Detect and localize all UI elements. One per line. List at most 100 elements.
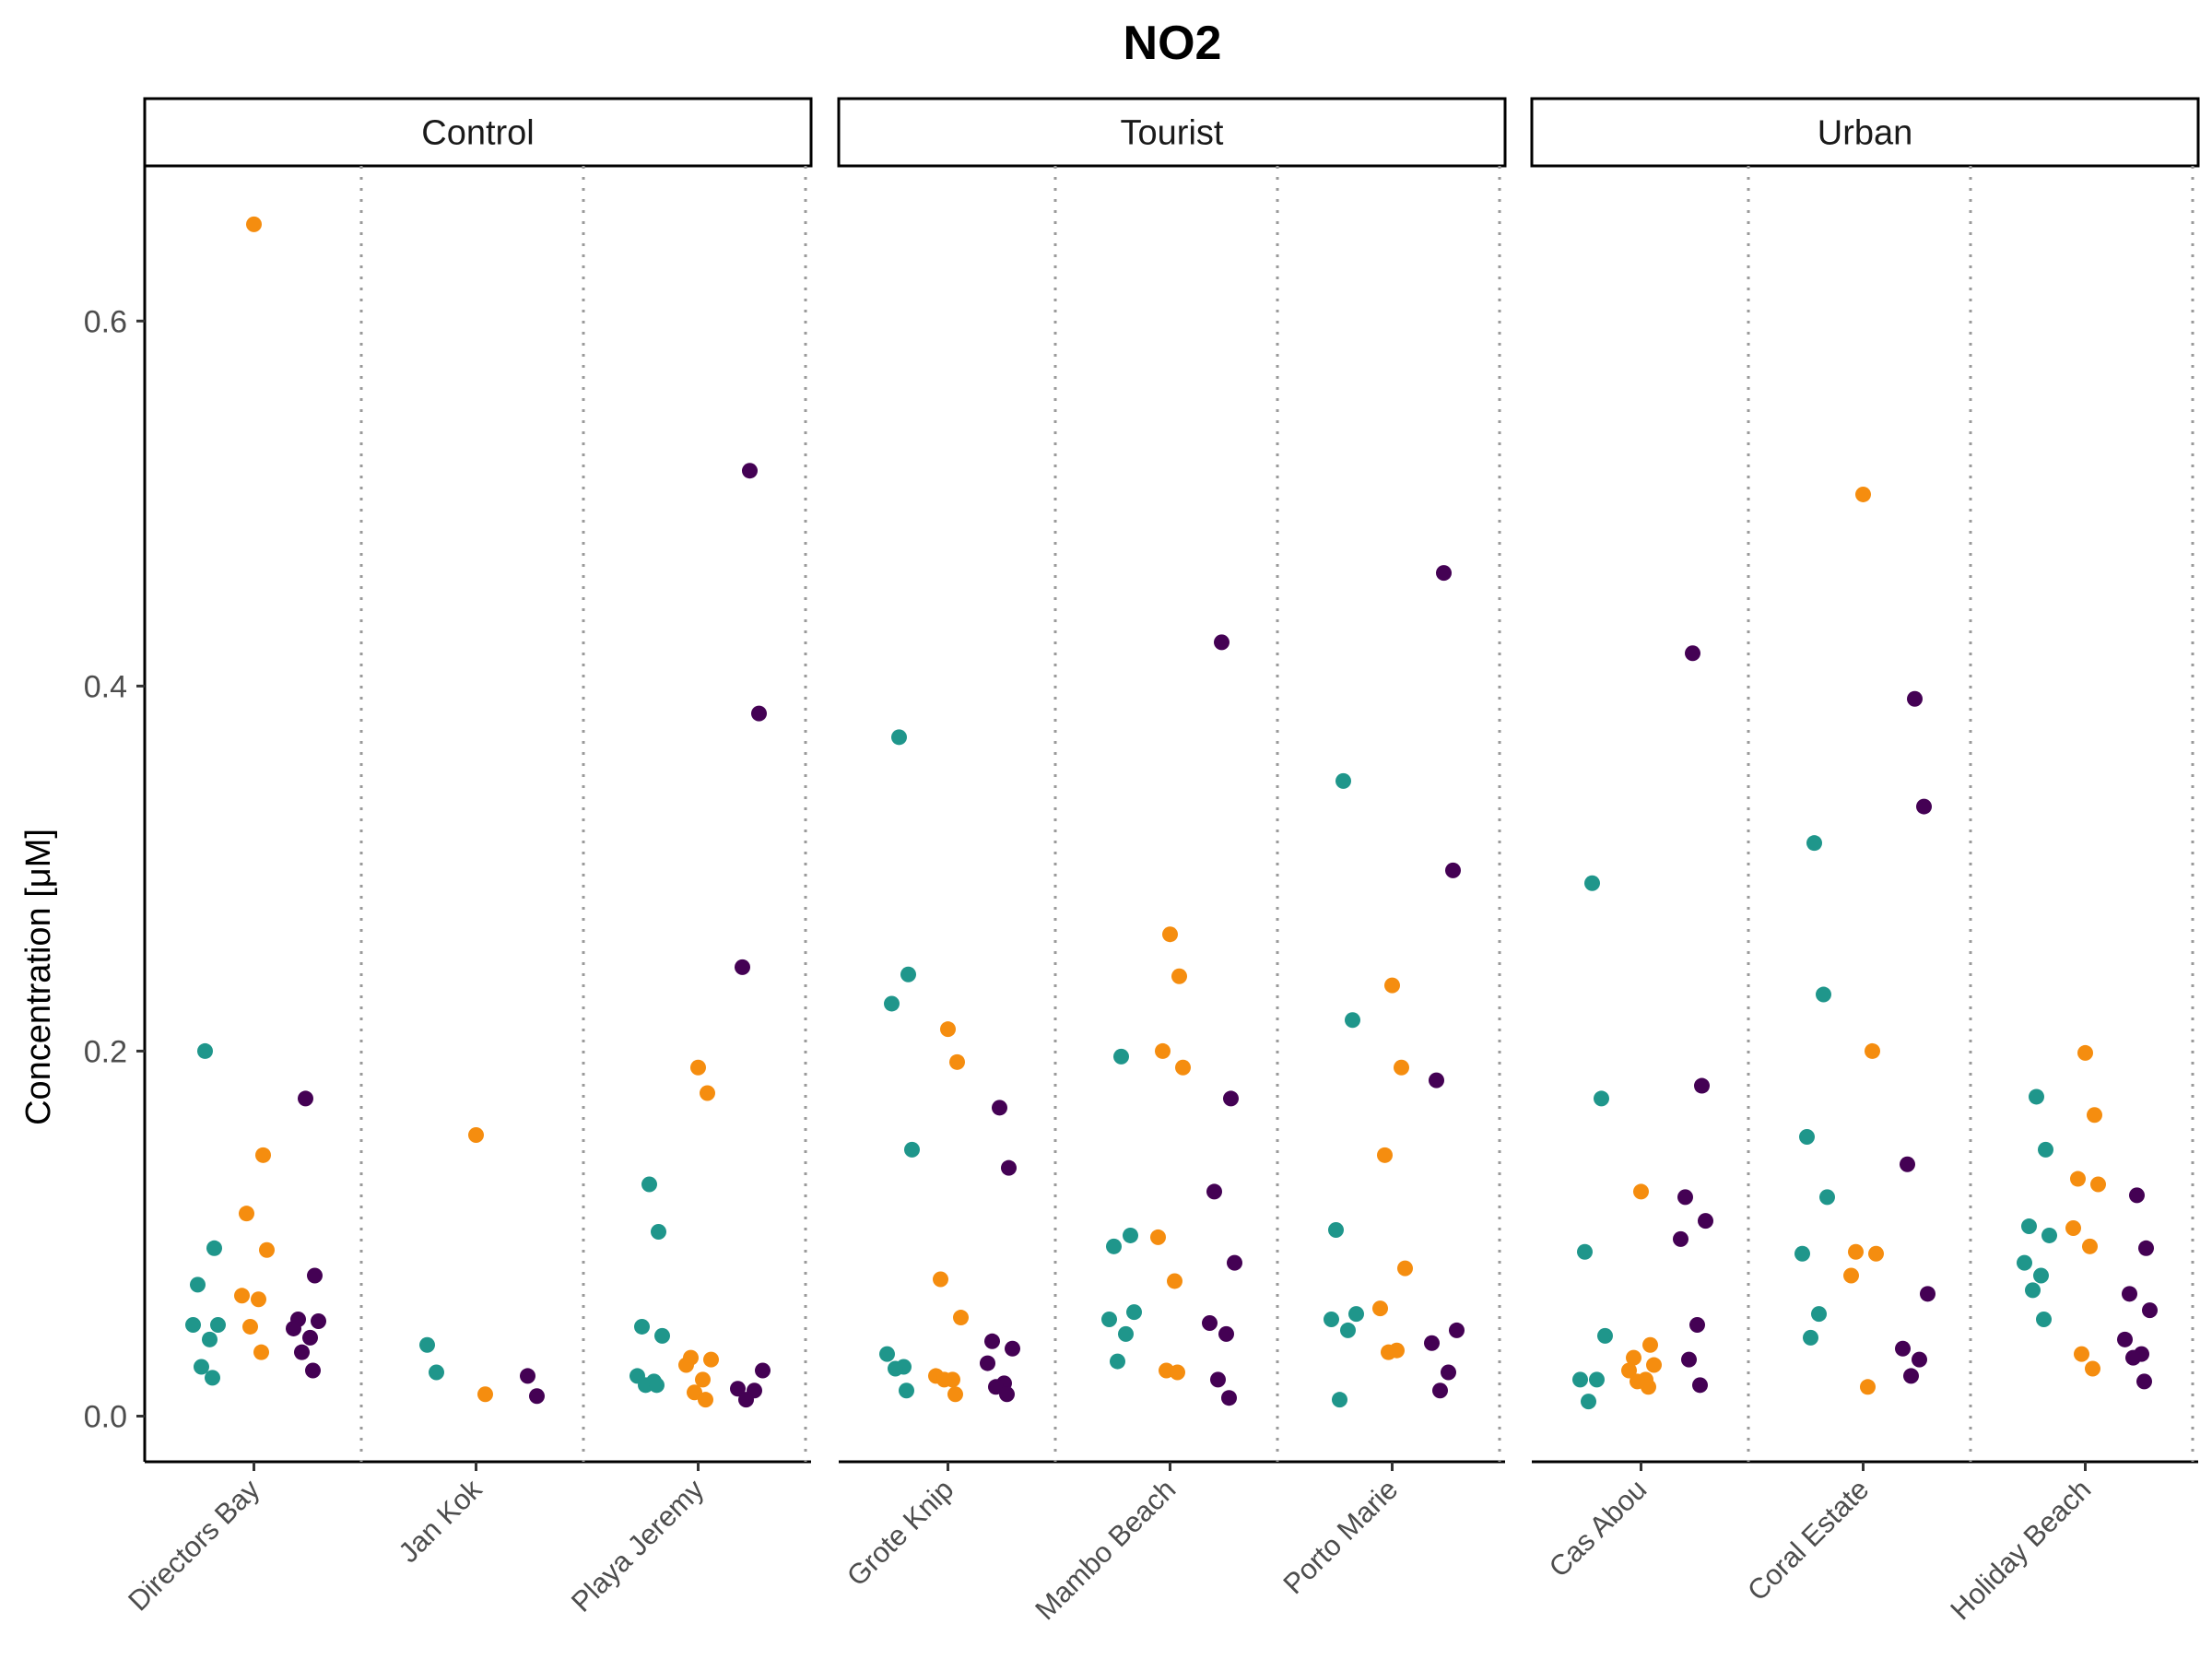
x-tick-label-holiday-beach: Holiday Beach <box>1944 1473 2097 1626</box>
data-point-porto-marie <box>1377 1147 1393 1163</box>
data-point-directors-bay <box>197 1042 213 1059</box>
data-point-porto-marie <box>1445 862 1461 878</box>
data-point-mambo-beach <box>1123 1227 1138 1243</box>
facet-label-control: Control <box>421 114 535 153</box>
x-tick-label-jan-kok: Jan Kok <box>392 1473 488 1569</box>
data-point-mambo-beach <box>1110 1353 1125 1370</box>
x-tick-label-grote-knip: Grote Knip <box>841 1473 960 1593</box>
data-point-mambo-beach <box>1150 1229 1166 1245</box>
data-point-playa-jeremy <box>634 1318 650 1335</box>
data-point-directors-bay <box>234 1288 250 1304</box>
data-point-porto-marie <box>1384 977 1400 994</box>
data-point-playa-jeremy <box>641 1176 657 1193</box>
x-tick-label-playa-jeremy: Playa Jeremy <box>565 1473 711 1618</box>
data-point-holiday-beach <box>2085 1360 2100 1377</box>
y-tick-label: 0.6 <box>84 304 127 339</box>
y-tick-label: 0.2 <box>84 1034 127 1069</box>
data-point-directors-bay <box>206 1240 222 1256</box>
data-point-playa-jeremy <box>654 1327 670 1344</box>
data-point-porto-marie <box>1424 1335 1440 1351</box>
data-point-holiday-beach <box>2021 1218 2037 1235</box>
data-point-mambo-beach <box>1155 1042 1171 1059</box>
data-point-mambo-beach <box>1210 1371 1226 1388</box>
plot-area: 0.0 0.2 0.4 0.6 Control Directors Bay Jan Kok P… <box>84 97 2200 1626</box>
data-point-coral-estate <box>1843 1267 1859 1284</box>
data-point-cas-abou <box>1589 1371 1605 1388</box>
data-point-porto-marie <box>1348 1306 1364 1323</box>
data-point-mambo-beach <box>1218 1325 1234 1342</box>
data-point-jan-kok <box>468 1127 484 1144</box>
data-point-mambo-beach <box>1221 1390 1237 1406</box>
data-point-holiday-beach <box>2070 1171 2086 1187</box>
chart-title: NO2 <box>1124 17 1222 70</box>
data-point-coral-estate <box>1848 1243 1864 1260</box>
data-point-porto-marie <box>1328 1222 1344 1239</box>
data-point-coral-estate <box>1806 835 1822 852</box>
data-point-cas-abou <box>1626 1349 1641 1366</box>
x-tick-label-directors-bay: Directors Bay <box>122 1473 266 1618</box>
data-point-cas-abou <box>1594 1090 1609 1107</box>
data-point-playa-jeremy <box>700 1085 715 1101</box>
x-tick-label-cas-abou: Cas Abou <box>1543 1473 1653 1583</box>
data-point-jan-kok <box>419 1336 435 1353</box>
data-point-grote-knip <box>947 1386 963 1403</box>
data-point-mambo-beach <box>1206 1183 1222 1200</box>
y-tick-label: 0.0 <box>84 1399 127 1434</box>
data-point-cas-abou <box>1641 1379 1656 1395</box>
data-point-grote-knip <box>884 995 900 1012</box>
data-point-mambo-beach <box>1223 1090 1239 1107</box>
data-point-directors-bay <box>298 1090 313 1107</box>
data-point-mambo-beach <box>1162 926 1178 943</box>
data-point-porto-marie <box>1345 1012 1360 1029</box>
data-point-mambo-beach <box>1202 1314 1218 1331</box>
facet-strip-control <box>143 97 813 168</box>
data-point-directors-bay <box>185 1316 201 1333</box>
data-point-directors-bay <box>202 1331 218 1347</box>
data-point-cas-abou <box>1685 645 1700 662</box>
data-point-porto-marie <box>1449 1322 1465 1338</box>
data-point-holiday-beach <box>2036 1312 2052 1328</box>
data-point-coral-estate <box>1811 1306 1827 1323</box>
data-point-holiday-beach <box>2017 1254 2032 1271</box>
data-point-playa-jeremy <box>649 1377 665 1394</box>
data-point-holiday-beach <box>2125 1349 2141 1366</box>
data-point-grote-knip <box>891 729 907 746</box>
data-point-cas-abou <box>1577 1243 1593 1260</box>
data-point-directors-bay <box>246 216 262 232</box>
data-point-jan-kok <box>529 1388 545 1405</box>
data-point-holiday-beach <box>2029 1088 2044 1105</box>
x-tick-label-porto-marie: Porto Marie <box>1277 1473 1404 1600</box>
data-point-coral-estate <box>1816 986 1831 1003</box>
data-point-mambo-beach <box>1101 1312 1117 1328</box>
data-point-cas-abou <box>1642 1336 1658 1353</box>
data-point-mambo-beach <box>1227 1254 1242 1271</box>
data-point-jan-kok <box>477 1386 493 1403</box>
data-point-grote-knip <box>1001 1159 1017 1176</box>
data-point-directors-bay <box>311 1313 326 1330</box>
data-point-porto-marie <box>1432 1382 1448 1399</box>
data-point-cas-abou <box>1698 1213 1713 1230</box>
data-point-cas-abou <box>1677 1189 1693 1206</box>
data-point-mambo-beach <box>1171 968 1187 984</box>
data-point-coral-estate <box>1803 1329 1818 1346</box>
data-point-cas-abou <box>1694 1077 1710 1094</box>
data-point-cas-abou <box>1646 1357 1662 1373</box>
data-point-playa-jeremy <box>738 1392 754 1408</box>
data-point-directors-bay <box>251 1291 266 1308</box>
data-point-coral-estate <box>1860 1379 1876 1395</box>
data-point-porto-marie <box>1429 1072 1444 1088</box>
data-point-coral-estate <box>1819 1189 1835 1206</box>
data-point-coral-estate <box>1794 1245 1810 1262</box>
data-point-mambo-beach <box>1106 1238 1122 1254</box>
data-point-playa-jeremy <box>678 1357 694 1373</box>
data-point-directors-bay <box>255 1147 271 1163</box>
data-point-grote-knip <box>953 1310 969 1326</box>
data-point-coral-estate <box>1799 1129 1815 1146</box>
data-point-directors-bay <box>190 1277 206 1293</box>
data-point-directors-bay <box>239 1206 254 1222</box>
data-point-directors-bay <box>302 1329 318 1346</box>
data-point-coral-estate <box>1895 1340 1911 1357</box>
data-point-holiday-beach <box>2138 1240 2154 1256</box>
data-point-grote-knip <box>988 1379 1004 1395</box>
